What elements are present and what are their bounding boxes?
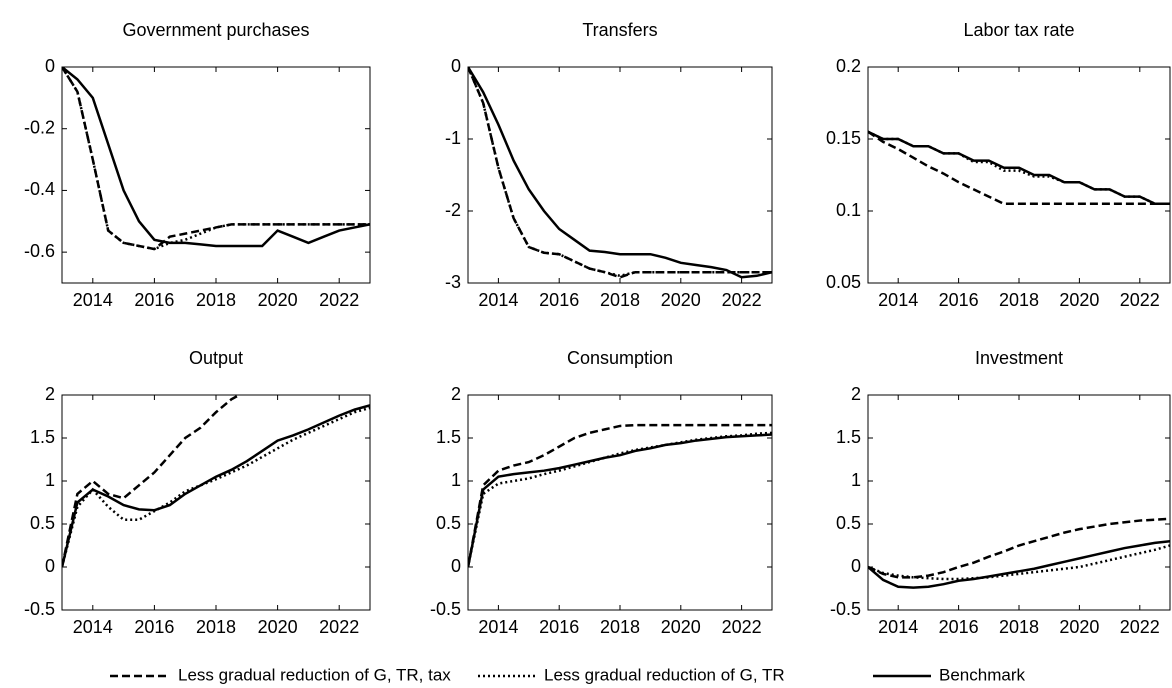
x-tick-label: 2014 [73,617,113,637]
x-tick-label: 2018 [999,290,1039,310]
y-tick-label: 0.15 [826,128,861,148]
x-tick-label: 2022 [722,290,762,310]
series-line [868,544,1170,581]
x-tick-label: 2016 [134,617,174,637]
plot-frame [867,66,1171,284]
y-tick-label: 2 [45,384,55,404]
x-tick-label: 2016 [134,290,174,310]
series-line [468,433,772,568]
x-tick-label: 2020 [661,290,701,310]
y-tick-label: 0 [45,56,55,76]
x-tick-label: 2018 [999,617,1039,637]
y-tick-label: 0.2 [836,56,861,76]
series-line [62,395,242,568]
series-line [62,67,370,251]
x-tick-label: 2018 [196,617,236,637]
y-tick-label: 0 [45,556,55,576]
y-tick-label: -0.5 [24,599,55,619]
y-tick-label: 0 [451,56,461,76]
y-tick-label: 1 [851,470,861,490]
y-tick-label: 0.5 [30,513,55,533]
y-tick-label: 0 [451,556,461,576]
y-tick-label: 1 [451,470,461,490]
series-line [468,67,772,278]
y-tick-label: -2 [445,200,461,220]
x-tick-label: 2018 [196,290,236,310]
x-tick-label: 2020 [258,290,298,310]
y-tick-label: 0.5 [836,513,861,533]
x-tick-label: 2022 [319,617,359,637]
legend-label: Benchmark [939,665,1025,684]
x-tick-label: 2016 [939,290,979,310]
chart-title: Consumption [567,348,673,368]
legend-label: Less gradual reduction of G, TR [544,665,785,684]
y-tick-label: 2 [451,384,461,404]
y-tick-label: 1 [45,470,55,490]
series-line [468,67,772,279]
y-tick-label: -0.4 [24,179,55,199]
chart-title: Labor tax rate [963,20,1074,40]
x-tick-label: 2022 [319,290,359,310]
legend-label: Less gradual reduction of G, TR, tax [178,665,451,684]
plot-frame [467,66,773,284]
y-tick-label: 0.1 [836,200,861,220]
x-tick-label: 2022 [722,617,762,637]
plot-frame [61,66,371,284]
y-tick-label: 2 [851,384,861,404]
chart-title: Transfers [582,20,657,40]
chart-title: Government purchases [122,20,309,40]
series-line [868,130,1170,206]
x-tick-label: 2018 [600,290,640,310]
x-tick-label: 2022 [1120,290,1160,310]
series-line [868,539,1170,589]
series-line [468,431,772,568]
series-line [62,404,370,568]
x-tick-label: 2022 [1120,617,1160,637]
series-line [468,423,772,568]
y-tick-label: 1.5 [436,427,461,447]
y-tick-label: 0 [851,556,861,576]
x-tick-label: 2014 [73,290,113,310]
y-tick-label: 1.5 [30,427,55,447]
y-tick-label: -1 [445,128,461,148]
series-line [62,67,370,251]
x-tick-label: 2016 [939,617,979,637]
y-tick-label: -0.5 [430,599,461,619]
x-tick-label: 2014 [878,617,918,637]
x-tick-label: 2020 [1059,290,1099,310]
y-tick-label: -0.6 [24,241,55,261]
series-line [62,67,370,248]
x-tick-label: 2020 [1059,617,1099,637]
chart-title: Investment [975,348,1063,368]
x-tick-label: 2014 [478,290,518,310]
y-tick-label: -3 [445,272,461,292]
x-tick-label: 2016 [539,290,579,310]
y-tick-label: 0.5 [436,513,461,533]
y-tick-label: 0.05 [826,272,861,292]
y-tick-label: 1.5 [836,427,861,447]
x-tick-label: 2016 [539,617,579,637]
x-tick-label: 2018 [600,617,640,637]
x-tick-label: 2020 [661,617,701,637]
y-tick-label: -0.2 [24,117,55,137]
chart-title: Output [189,348,243,368]
x-tick-label: 2014 [478,617,518,637]
x-tick-label: 2020 [258,617,298,637]
plot-frame [467,394,773,611]
series-line [62,406,370,568]
x-tick-label: 2014 [878,290,918,310]
y-tick-label: -0.5 [830,599,861,619]
series-line [868,130,1170,206]
series-line [468,67,772,279]
